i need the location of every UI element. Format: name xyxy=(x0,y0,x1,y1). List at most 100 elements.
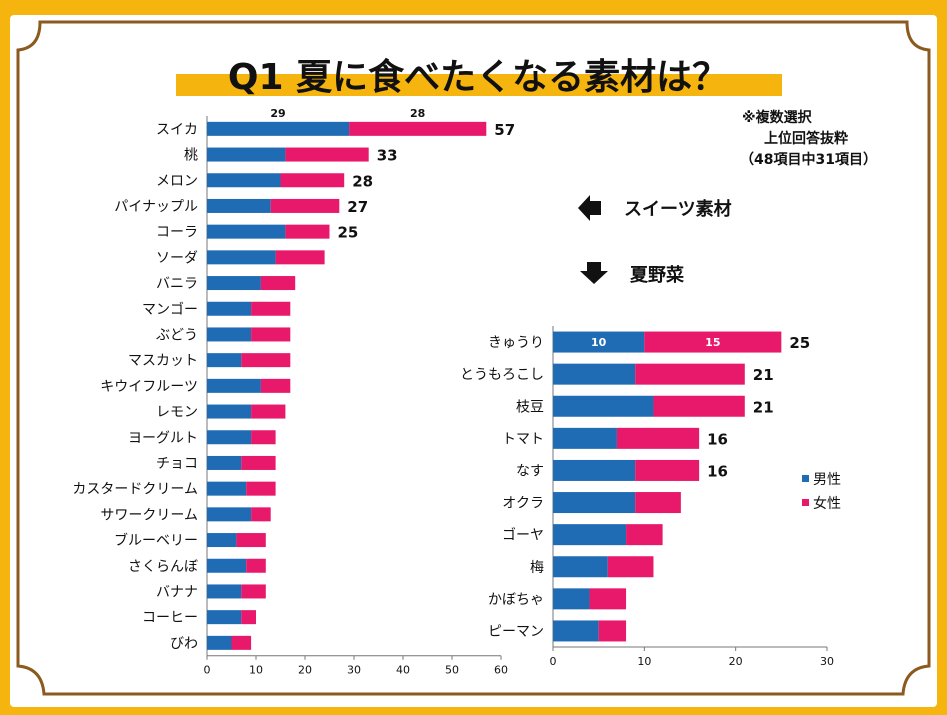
group-label-sweets: スイーツ素材 xyxy=(624,198,732,220)
category-label: チョコ xyxy=(156,456,198,472)
bar-male xyxy=(553,459,636,481)
bar-female xyxy=(246,558,266,573)
bar-male xyxy=(207,353,242,368)
vegetables-chart: 0 10 20 30 きゅうり 10 15 25 とうもろこし 21 枝豆 21 トマト 16 なす 16 オク… xyxy=(460,326,834,668)
x-tick-label: 30 xyxy=(347,664,361,677)
category-label: バナナ xyxy=(156,584,198,600)
bar-female xyxy=(635,459,700,481)
bar-female xyxy=(260,378,291,393)
category-label: 梅 xyxy=(530,560,544,576)
bar-female xyxy=(241,353,291,368)
page-title: Q1 夏に食べたくなる素材は？ xyxy=(228,57,728,98)
bar-male xyxy=(553,395,654,417)
bar-male xyxy=(207,121,350,136)
total-value-label: 16 xyxy=(707,430,728,448)
bar-male xyxy=(553,492,636,514)
bar-male xyxy=(553,556,608,578)
bar-female xyxy=(616,427,700,449)
category-label: ゴーヤ xyxy=(502,527,544,544)
bar-male xyxy=(553,524,627,546)
bar-female xyxy=(246,481,276,496)
category-label: サワークリーム xyxy=(100,507,198,523)
category-label: 桃 xyxy=(184,148,198,164)
total-value-label: 57 xyxy=(494,121,515,139)
decorative-border xyxy=(16,20,931,696)
bar-male xyxy=(207,198,271,213)
total-value-label: 21 xyxy=(753,366,774,384)
category-label: レモン xyxy=(156,405,198,421)
arrow-down-icon xyxy=(580,262,608,284)
bar-male xyxy=(553,331,645,353)
bar-female xyxy=(653,395,745,417)
total-value-label: 27 xyxy=(347,198,368,216)
legend-male-label: 男性 xyxy=(813,472,841,488)
bar-male xyxy=(207,635,232,650)
bar-female xyxy=(280,173,345,188)
segment-value-label: 15 xyxy=(705,336,720,349)
bar-female xyxy=(607,556,654,578)
category-label: キウイフルーツ xyxy=(100,379,198,395)
bar-female xyxy=(275,250,325,265)
bar-female xyxy=(644,331,782,353)
bar-male xyxy=(553,588,590,610)
bar-female xyxy=(626,524,663,546)
bar-female xyxy=(251,301,291,316)
bar-male xyxy=(553,427,617,449)
bar-male xyxy=(207,378,261,393)
legend-female-label: 女性 xyxy=(813,495,841,512)
category-label: びわ xyxy=(170,636,198,652)
category-label: とうもろこし xyxy=(460,367,544,383)
x-tick-label: 40 xyxy=(396,664,410,677)
category-label: コーヒー xyxy=(142,610,198,626)
category-label: パイナップル xyxy=(114,199,198,215)
group-label-vegetables: 夏野菜 xyxy=(630,265,684,286)
bar-male xyxy=(207,610,242,625)
bar-female xyxy=(241,584,266,599)
bar-female xyxy=(236,533,266,548)
category-label: スイカ xyxy=(156,122,198,138)
bar-female xyxy=(635,363,745,385)
legend-male-swatch xyxy=(802,475,809,482)
bar-male xyxy=(207,327,252,342)
bar-female xyxy=(251,430,276,445)
x-tick-label: 60 xyxy=(494,664,508,677)
bar-female xyxy=(231,635,252,650)
x-tick-label: 50 xyxy=(445,664,459,677)
bar-female xyxy=(251,327,291,342)
x-tick-label: 10 xyxy=(637,655,651,668)
bar-male xyxy=(553,363,636,385)
total-value-label: 21 xyxy=(753,398,774,416)
category-label: マンゴー xyxy=(142,301,198,318)
sweets-chart: 0 10 20 30 40 50 60 スイカ 29 28 57 桃 33 メロン 28 パイナップル 27 コー… xyxy=(72,107,515,677)
note-line-2: 上位回答抜粋 xyxy=(764,130,848,147)
bar-male xyxy=(207,404,252,419)
category-label: さくらんぼ xyxy=(128,559,198,575)
total-value-label: 16 xyxy=(707,462,728,480)
bar-male xyxy=(207,301,252,316)
category-label: メロン xyxy=(156,173,198,189)
bar-female xyxy=(598,620,627,642)
bar-female xyxy=(251,404,286,419)
bar-male xyxy=(553,620,599,642)
x-tick-label: 0 xyxy=(204,664,211,677)
legend-female-swatch xyxy=(802,499,809,506)
bar-male xyxy=(207,147,286,162)
category-label: ソーダ xyxy=(156,250,198,266)
segment-value-label: 10 xyxy=(591,336,607,349)
arrow-left-icon xyxy=(578,195,601,221)
bar-female xyxy=(589,588,627,610)
bar-female xyxy=(349,121,487,136)
bar-female xyxy=(270,198,340,213)
bar-male xyxy=(207,455,242,470)
bar-male xyxy=(207,507,252,522)
category-label: かぼちゃ xyxy=(488,592,544,608)
category-label: トマト xyxy=(502,431,544,447)
category-label: きゅうり xyxy=(488,335,544,351)
bar-male xyxy=(207,250,276,265)
category-label: コーラ xyxy=(156,225,198,241)
bar-female xyxy=(285,147,369,162)
category-label: ヨーグルト xyxy=(128,430,198,446)
bar-male xyxy=(207,173,281,188)
x-tick-label: 30 xyxy=(820,655,834,668)
